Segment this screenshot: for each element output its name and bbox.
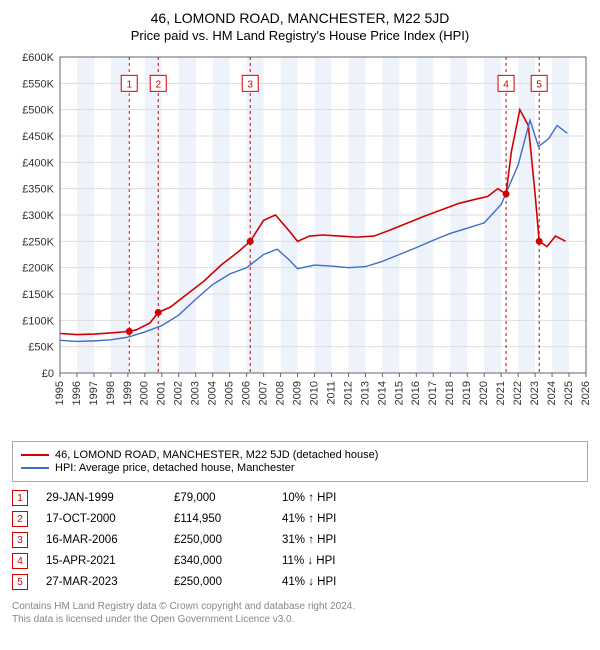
- transaction-delta: 41% ↑ HPI: [282, 513, 372, 525]
- svg-text:£350K: £350K: [22, 184, 54, 196]
- svg-text:3: 3: [247, 79, 253, 90]
- transaction-price: £79,000: [174, 492, 264, 504]
- svg-text:1999: 1999: [122, 381, 134, 405]
- svg-text:1997: 1997: [88, 381, 100, 405]
- transaction-row: 2 17-OCT-2000 £114,950 41% ↑ HPI: [12, 511, 588, 527]
- footer-line-1: Contains HM Land Registry data © Crown c…: [12, 600, 588, 613]
- svg-text:2015: 2015: [393, 381, 405, 405]
- svg-text:£450K: £450K: [22, 131, 54, 143]
- transaction-price: £340,000: [174, 555, 264, 567]
- legend-swatch: [21, 467, 49, 469]
- transaction-delta: 11% ↓ HPI: [282, 555, 372, 567]
- page-subtitle: Price paid vs. HM Land Registry's House …: [8, 28, 592, 43]
- transaction-date: 16-MAR-2006: [46, 534, 156, 546]
- svg-text:2005: 2005: [224, 381, 236, 405]
- svg-text:2026: 2026: [580, 381, 592, 405]
- svg-text:4: 4: [503, 79, 509, 90]
- svg-text:2001: 2001: [156, 381, 168, 405]
- svg-text:£50K: £50K: [28, 342, 54, 354]
- svg-text:2020: 2020: [478, 381, 490, 405]
- svg-text:£150K: £150K: [22, 289, 54, 301]
- svg-text:2010: 2010: [308, 381, 320, 405]
- transaction-row: 1 29-JAN-1999 £79,000 10% ↑ HPI: [12, 490, 588, 506]
- svg-text:2016: 2016: [410, 381, 422, 405]
- svg-text:2: 2: [155, 79, 161, 90]
- transaction-price: £114,950: [174, 513, 264, 525]
- svg-text:£0: £0: [42, 368, 54, 380]
- svg-text:2021: 2021: [495, 381, 507, 405]
- transaction-date: 29-JAN-1999: [46, 492, 156, 504]
- svg-text:2011: 2011: [325, 381, 337, 405]
- svg-text:£550K: £550K: [22, 78, 54, 90]
- svg-text:1998: 1998: [105, 381, 117, 405]
- svg-text:2019: 2019: [461, 381, 473, 405]
- svg-text:2000: 2000: [139, 381, 151, 405]
- legend-swatch: [21, 454, 49, 456]
- svg-text:2003: 2003: [190, 381, 202, 405]
- svg-text:£250K: £250K: [22, 236, 54, 248]
- svg-text:5: 5: [536, 79, 542, 90]
- svg-text:1995: 1995: [54, 381, 66, 405]
- svg-text:1: 1: [126, 79, 132, 90]
- transaction-row: 4 15-APR-2021 £340,000 11% ↓ HPI: [12, 553, 588, 569]
- svg-text:2013: 2013: [359, 381, 371, 405]
- svg-text:£100K: £100K: [22, 315, 54, 327]
- page-title: 46, LOMOND ROAD, MANCHESTER, M22 5JD: [8, 10, 592, 26]
- legend-label: 46, LOMOND ROAD, MANCHESTER, M22 5JD (de…: [55, 449, 378, 461]
- svg-text:2022: 2022: [512, 381, 524, 405]
- svg-text:2014: 2014: [376, 381, 388, 405]
- svg-text:£500K: £500K: [22, 105, 54, 117]
- transactions-table: 1 29-JAN-1999 £79,000 10% ↑ HPI 2 17-OCT-2000…: [12, 490, 588, 590]
- legend-item: 46, LOMOND ROAD, MANCHESTER, M22 5JD (de…: [21, 449, 579, 461]
- transaction-marker: 3: [12, 532, 28, 548]
- svg-text:2006: 2006: [241, 381, 253, 405]
- transaction-marker: 1: [12, 490, 28, 506]
- transaction-row: 5 27-MAR-2023 £250,000 41% ↓ HPI: [12, 574, 588, 590]
- transaction-price: £250,000: [174, 576, 264, 588]
- transaction-row: 3 16-MAR-2006 £250,000 31% ↑ HPI: [12, 532, 588, 548]
- svg-text:2007: 2007: [258, 381, 270, 405]
- transaction-delta: 31% ↑ HPI: [282, 534, 372, 546]
- svg-text:2024: 2024: [546, 381, 558, 405]
- transaction-date: 15-APR-2021: [46, 555, 156, 567]
- svg-text:£400K: £400K: [22, 157, 54, 169]
- footer-line-2: This data is licensed under the Open Gov…: [12, 613, 588, 626]
- transaction-marker: 5: [12, 574, 28, 590]
- footer-attribution: Contains HM Land Registry data © Crown c…: [12, 600, 588, 626]
- svg-text:£600K: £600K: [22, 52, 54, 64]
- svg-text:2017: 2017: [427, 381, 439, 405]
- transaction-date: 27-MAR-2023: [46, 576, 156, 588]
- svg-text:2012: 2012: [342, 381, 354, 405]
- transaction-price: £250,000: [174, 534, 264, 546]
- svg-text:£300K: £300K: [22, 210, 54, 222]
- svg-text:2009: 2009: [291, 381, 303, 405]
- svg-text:2002: 2002: [173, 381, 185, 405]
- svg-text:2004: 2004: [207, 381, 219, 405]
- svg-text:2008: 2008: [274, 381, 286, 405]
- transaction-delta: 41% ↓ HPI: [282, 576, 372, 588]
- legend-item: HPI: Average price, detached house, Manc…: [21, 462, 579, 474]
- transaction-delta: 10% ↑ HPI: [282, 492, 372, 504]
- svg-text:2018: 2018: [444, 381, 456, 405]
- svg-text:2023: 2023: [529, 381, 541, 405]
- svg-text:£200K: £200K: [22, 263, 54, 275]
- transaction-marker: 2: [12, 511, 28, 527]
- svg-text:1996: 1996: [71, 381, 83, 405]
- transaction-marker: 4: [12, 553, 28, 569]
- svg-text:2025: 2025: [563, 381, 575, 405]
- transaction-date: 17-OCT-2000: [46, 513, 156, 525]
- legend-label: HPI: Average price, detached house, Manc…: [55, 462, 295, 474]
- price-chart: £0 £50K £100K £150K £200K £250K £300K £350K £400…: [8, 51, 592, 431]
- legend: 46, LOMOND ROAD, MANCHESTER, M22 5JD (de…: [12, 441, 588, 482]
